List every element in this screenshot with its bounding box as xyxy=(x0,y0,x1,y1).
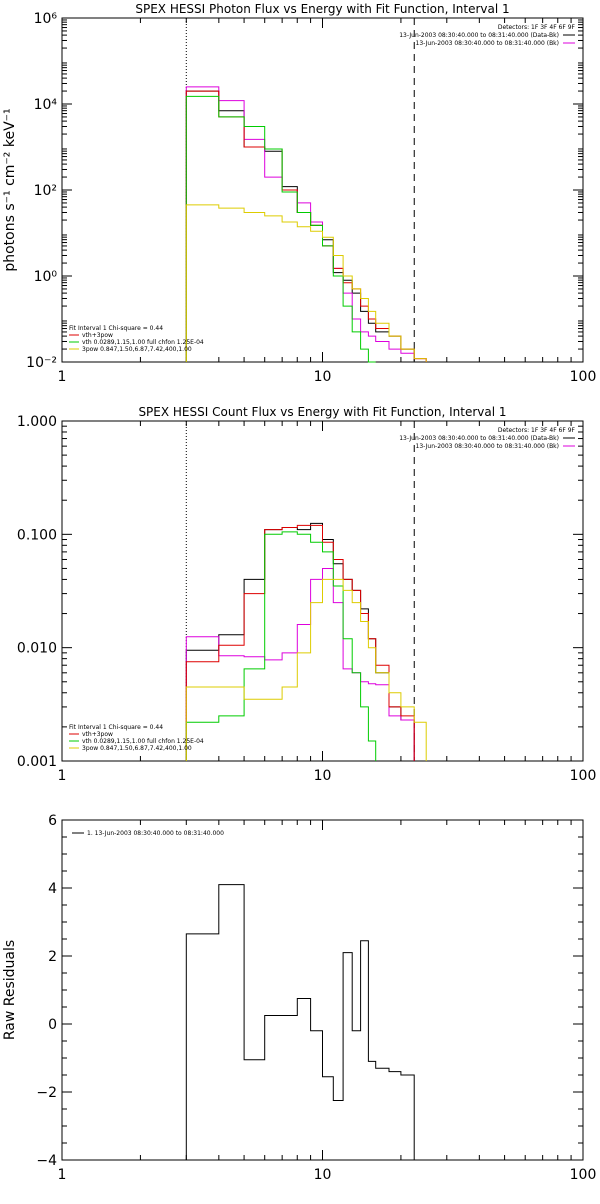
legend-entry-label: 13-Jun-2003 08:30:40.000 to 08:31:40.000… xyxy=(399,435,559,442)
chart-panel-1: SPEX HESSI Photon Flux vs Energy with Fi… xyxy=(2,2,596,385)
y-axis-label: Raw Residuals xyxy=(2,940,18,1040)
x-tick-label: 10 xyxy=(314,1167,332,1183)
plot-frame xyxy=(61,819,584,1161)
chart-panel-2: SPEX HESSI Count Flux vs Energy with Fit… xyxy=(17,405,596,784)
series-line xyxy=(185,531,377,761)
y-tick-label: 0.001 xyxy=(17,754,57,770)
series-line xyxy=(185,95,376,363)
fit-legend-header: Fit Interval 1 Chi-square = 0.44 xyxy=(69,724,163,731)
y-tick-label: 0 xyxy=(48,1017,57,1033)
fit-legend-entry-label: vth 0.0289,1.15,1.00 full chfon 1.25E-04 xyxy=(82,339,204,346)
x-tick-label: 10 xyxy=(314,369,332,385)
y-tick-label: 6 xyxy=(48,813,57,829)
y-tick-label: 0.100 xyxy=(17,527,57,543)
y-tick-label: 1.000 xyxy=(17,414,57,430)
fit-legend-header: Fit Interval 1 Chi-square = 0.44 xyxy=(69,325,163,332)
legend-entry-label: 1. 13-Jun-2003 08:30:40.000 to 08:31:40.… xyxy=(87,830,224,837)
plot-frame xyxy=(61,17,584,363)
legend-entry-label: 13-Jun-2003 08:30:40.000 to 08:31:40.000… xyxy=(416,40,559,47)
fit-legend-entry-label: vth+3pow xyxy=(82,731,113,738)
legend-entry-label: 13-Jun-2003 08:30:40.000 to 08:31:40.000… xyxy=(399,32,559,39)
y-tick-label: 2 xyxy=(48,949,57,965)
fit-legend-entry-label: vth 0.0289,1.15,1.00 full chfon 1.25E-04 xyxy=(82,738,204,745)
x-tick-label: 1 xyxy=(58,369,67,385)
series-line xyxy=(185,86,427,362)
legend-entry-label: 13-Jun-2003 08:30:40.000 to 08:31:40.000… xyxy=(416,443,559,450)
x-tick-label: 1 xyxy=(58,1167,67,1183)
chart-title: SPEX HESSI Photon Flux vs Energy with Fi… xyxy=(135,2,509,16)
x-tick-label: 100 xyxy=(570,1167,597,1183)
series-line xyxy=(185,524,415,761)
y-tick-label: 10⁶ xyxy=(34,11,58,27)
x-tick-label: 1 xyxy=(58,768,67,784)
x-tick-label: 100 xyxy=(570,768,597,784)
legend-header: Detectors: 1F 3F 4F 6F 9F xyxy=(498,24,576,31)
x-tick-label: 100 xyxy=(570,369,597,385)
fit-legend-entry-label: 3pow 0.847,1.50,6.87,7.42,400,1.00 xyxy=(82,346,192,353)
y-tick-label: 10⁴ xyxy=(34,97,58,113)
fit-legend-entry-label: 3pow 0.847,1.50,6.87,7.42,400,1.00 xyxy=(82,745,192,752)
y-tick-label: 10⁻² xyxy=(26,355,57,371)
y-tick-label: −2 xyxy=(36,1085,57,1101)
y-tick-label: 10⁰ xyxy=(34,269,58,285)
legend-header: Detectors: 1F 3F 4F 6F 9F xyxy=(498,427,576,434)
x-tick-label: 10 xyxy=(314,768,332,784)
y-axis-label: photons s⁻¹ cm⁻² keV⁻¹ xyxy=(2,108,18,271)
y-tick-label: 10² xyxy=(34,183,57,199)
chart-title: SPEX HESSI Count Flux vs Energy with Fit… xyxy=(138,405,506,419)
y-tick-label: −4 xyxy=(36,1153,57,1169)
series-line xyxy=(185,884,415,1160)
fit-legend-entry-label: vth+3pow xyxy=(82,332,113,339)
series-line xyxy=(185,204,427,362)
y-tick-label: 0.010 xyxy=(17,641,57,657)
series-line xyxy=(185,522,415,761)
chart-panel-3: 1 10 100 −4 −2 0 2 4 6 Raw Residuals 1. 13-Jun-200… xyxy=(2,813,596,1183)
series-line xyxy=(185,578,427,761)
y-tick-label: 4 xyxy=(48,881,57,897)
